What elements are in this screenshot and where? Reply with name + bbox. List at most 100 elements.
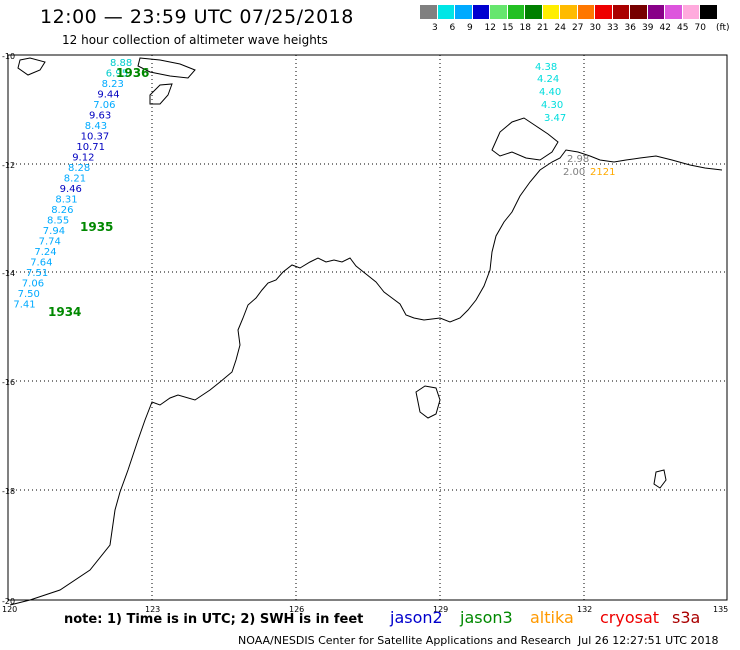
color-scale-label: 12 <box>484 23 496 33</box>
wave-height-labels: 8.886.958.239.447.069.638.4310.3710.719.… <box>13 58 615 311</box>
latitude-tick-label: -10 <box>2 52 15 61</box>
color-scale-label: 70 <box>694 23 706 33</box>
wave-height-value: 7.24 <box>34 247 56 258</box>
wave-height-value: 7.94 <box>43 226 65 237</box>
color-swatch <box>700 5 718 19</box>
satellite-legend-jason2: jason2 <box>390 608 443 627</box>
timestamp: Jul 26 12:27:51 UTC 2018 <box>578 634 719 647</box>
color-swatch <box>437 5 455 19</box>
satellite-legend-s3a: s3a <box>672 608 701 627</box>
wave-height-value: 8.55 <box>47 216 69 227</box>
credit-text: NOAA/NESDIS Center for Satellite Applica… <box>238 634 572 647</box>
color-scale-label: 24 <box>554 23 566 33</box>
page-subtitle: 12 hour collection of altimeter wave hei… <box>62 33 328 47</box>
color-swatch <box>455 5 473 19</box>
axis-labels: 120 123 126 129 132 135 -10 -12 -14 -16 -18 -20 <box>2 52 728 614</box>
wave-height-value: 4.38 <box>535 62 557 73</box>
longitude-tick-label: 123 <box>145 605 160 614</box>
color-swatch <box>507 5 525 19</box>
longitude-tick-label: 135 <box>713 605 728 614</box>
longitude-tick-label: 126 <box>289 605 304 614</box>
color-scale-label: 3 <box>432 23 438 33</box>
longitude-tick-label: 129 <box>433 605 448 614</box>
color-scale-label: 9 <box>467 23 473 33</box>
color-scale-label: 27 <box>572 23 584 33</box>
color-swatch <box>490 5 508 19</box>
page-title: 12:00 — 23:59 UTC 07/25/2018 <box>40 6 354 28</box>
coastline-island-timor <box>149 83 173 105</box>
wave-height-value: 8.88 <box>110 58 132 69</box>
time-labels: 1936 1935 1934 <box>48 66 149 319</box>
color-swatch <box>595 5 613 19</box>
color-swatch <box>472 5 490 19</box>
pass-time-label: 1936 <box>116 66 149 80</box>
latitude-tick-label: -12 <box>2 161 15 170</box>
color-swatch <box>630 5 648 19</box>
coastline-island-groote <box>653 469 667 489</box>
color-scale-label: 15 <box>502 23 514 33</box>
color-scale-label: 30 <box>589 23 601 33</box>
color-swatch <box>420 5 438 19</box>
color-scale-label: 45 <box>677 23 689 33</box>
wave-height-value: 9.63 <box>89 111 111 122</box>
wave-height-value: 8.21 <box>64 174 86 185</box>
wave-height-value: 2121 <box>590 167 615 178</box>
color-scale-label: 18 <box>519 23 531 33</box>
satellite-legend-cryosat: cryosat <box>600 608 660 627</box>
wave-height-value: 4.24 <box>537 74 559 85</box>
coastline <box>9 57 723 606</box>
latitude-tick-label: -16 <box>2 378 15 387</box>
color-scale-label: 33 <box>607 23 619 33</box>
wave-height-value: 7.51 <box>26 268 48 279</box>
credit-line: NOAA/NESDIS Center for Satellite Applica… <box>238 634 718 647</box>
wave-height-value: 10.71 <box>76 142 105 153</box>
coastline-island-north <box>137 57 196 79</box>
coastline-island-small <box>415 385 441 419</box>
wave-height-value: 7.06 <box>93 100 115 111</box>
wave-height-value: 7.74 <box>39 237 61 248</box>
color-swatch <box>612 5 630 19</box>
wave-height-value: 3.47 <box>544 113 566 124</box>
wave-height-value: 7.50 <box>18 289 40 300</box>
satellite-legend-jason3: jason3 <box>460 608 513 627</box>
map-frame <box>7 54 728 601</box>
color-scale-unit: (ft) <box>716 23 730 33</box>
color-swatch <box>525 5 543 19</box>
wave-height-value: 8.31 <box>55 195 77 206</box>
color-scale-bar <box>420 5 718 19</box>
longitude-tick-label: 132 <box>577 605 592 614</box>
color-swatch <box>577 5 595 19</box>
map-gridlines <box>8 55 727 600</box>
pass-time-label: 1935 <box>80 220 113 234</box>
color-swatch <box>647 5 665 19</box>
pass-time-label: 1934 <box>48 305 81 319</box>
color-swatch <box>682 5 700 19</box>
wave-height-value: 8.26 <box>51 205 73 216</box>
wave-height-value: 8.43 <box>85 121 107 132</box>
wave-height-value: 7.41 <box>13 300 35 311</box>
longitude-tick-label: 120 <box>2 605 17 614</box>
wave-height-value: 4.40 <box>539 87 561 98</box>
latitude-tick-label: -14 <box>2 269 15 278</box>
color-scale-label: 39 <box>642 23 654 33</box>
satellite-legend-altika: altika <box>530 608 574 627</box>
wave-height-value: 10.37 <box>81 132 110 143</box>
latitude-tick-label: -20 <box>2 597 15 606</box>
coastline-island-nw <box>17 57 46 76</box>
latitude-tick-label: -18 <box>2 487 15 496</box>
color-scale-label: 6 <box>449 23 456 33</box>
wave-height-value: 9.44 <box>97 90 119 101</box>
coastline-australia <box>9 149 723 606</box>
wave-height-value: 6.95 <box>106 69 128 80</box>
wave-height-value: 9.12 <box>72 153 94 164</box>
wave-height-value: 8.23 <box>102 79 124 90</box>
coastline-island-ne <box>491 117 559 161</box>
wave-height-value: 7.64 <box>30 258 52 269</box>
wave-height-value: 9.46 <box>60 184 82 195</box>
wave-height-value: 2.98 <box>567 154 589 165</box>
wave-height-value: 2.00 <box>563 167 585 178</box>
wave-height-value: 4.30 <box>541 100 563 111</box>
wave-height-value: 7.06 <box>22 279 44 290</box>
wave-height-value: 8.28 <box>68 163 90 174</box>
